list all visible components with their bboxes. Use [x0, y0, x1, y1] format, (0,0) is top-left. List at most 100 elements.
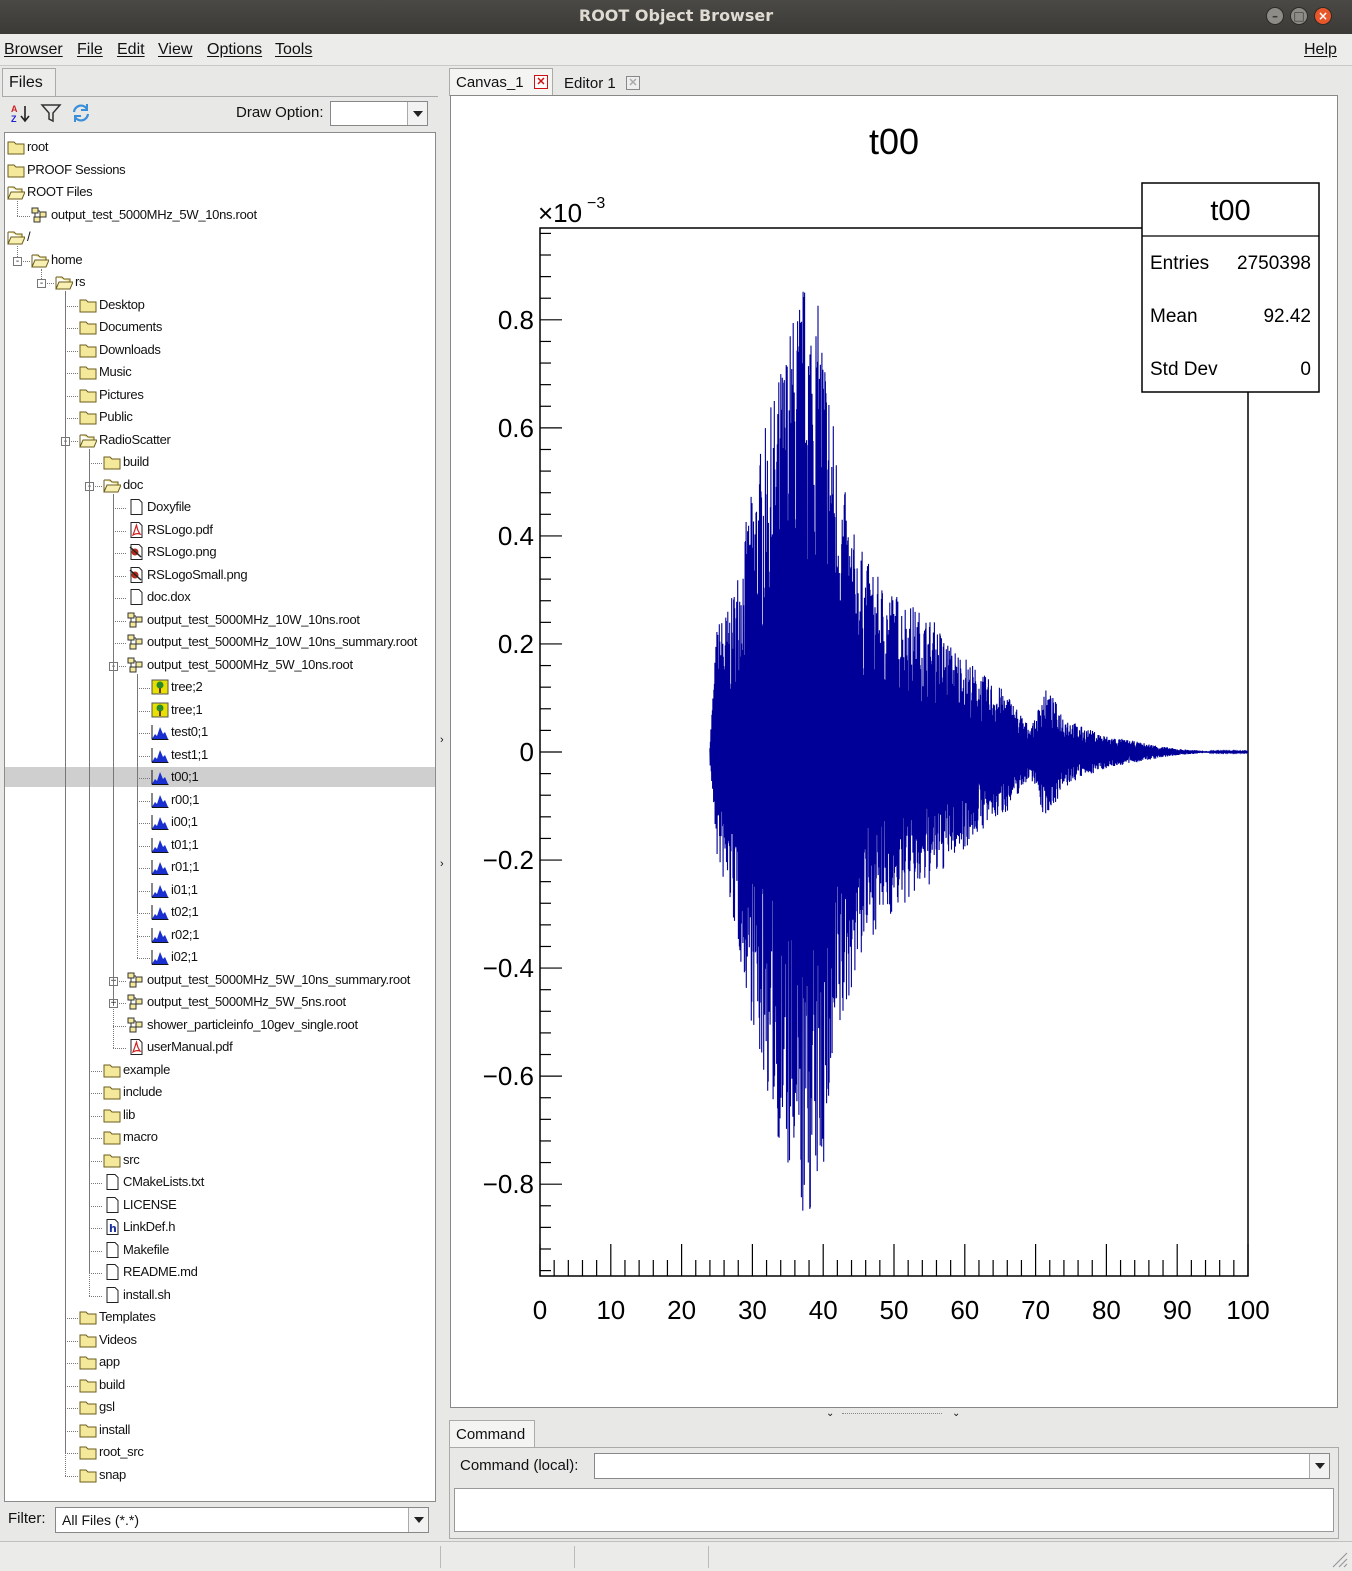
- menu-tools[interactable]: Tools: [275, 41, 313, 58]
- tree-node-label: src: [123, 1151, 140, 1167]
- splitter-grip[interactable]: [842, 1413, 942, 1414]
- file-tree: root PROOF Sessions ROOT Files output_test_…: [4, 132, 436, 1502]
- histogram-plot[interactable]: t00 ×10 −3 0.8 0.6 0.4 0.2 0 −0.2 −0.4 −0.6 −0.8 0 10…: [451, 96, 1337, 1407]
- tree-node-label: i01;1: [171, 881, 198, 897]
- horizontal-splitter[interactable]: ⌄ ⌄: [826, 1408, 962, 1420]
- y-tick-label: 0: [520, 737, 534, 767]
- command-output[interactable]: [454, 1488, 1334, 1532]
- splitter-down-icon[interactable]: ⌄: [826, 1408, 835, 1419]
- histo-icon: [151, 792, 169, 808]
- tab-files[interactable]: Files: [2, 68, 56, 96]
- stats-value: 92.42: [1263, 306, 1311, 327]
- menu-view[interactable]: View: [158, 41, 193, 58]
- maximize-icon[interactable]: □: [1290, 7, 1308, 25]
- tree-node[interactable]: t00;1: [5, 767, 435, 787]
- folder-icon: [79, 297, 97, 313]
- menu-bar: Browser File Edit View Options Tools Hel…: [0, 34, 1352, 66]
- tab-canvas-1[interactable]: Canvas_1 ✕: [449, 68, 553, 96]
- tree-node-label: app: [99, 1354, 120, 1369]
- tree-node-label: Templates: [99, 1309, 156, 1324]
- folder-icon: [79, 387, 97, 403]
- tree-node-label: include: [123, 1084, 163, 1099]
- minimize-icon[interactable]: –: [1266, 7, 1284, 25]
- tree-connector: [65, 440, 78, 442]
- x-tick-label: 90: [1163, 1295, 1192, 1325]
- splitter-down-icon[interactable]: ⌄: [952, 1408, 961, 1419]
- filter-value: All Files (*.*): [62, 1512, 140, 1528]
- resize-grip-icon[interactable]: [1330, 1550, 1348, 1568]
- tree-connector: [113, 665, 126, 667]
- tree-node-label: build: [123, 454, 149, 469]
- root-file-icon: [127, 1017, 145, 1033]
- tree-node-label: tree;1: [171, 701, 203, 717]
- tree-connector: [113, 1048, 126, 1049]
- stats-label: Mean: [1150, 306, 1198, 327]
- command-panel: Command (local):: [449, 1447, 1339, 1539]
- collapse-icon[interactable]: -: [13, 256, 22, 266]
- folder-icon: [79, 1467, 97, 1483]
- tree-connector: [89, 1205, 102, 1207]
- folder-icon: [79, 409, 97, 425]
- tab-command[interactable]: Command: [449, 1420, 535, 1448]
- tab-editor-1[interactable]: Editor 1 ✕: [558, 70, 648, 98]
- menu-edit[interactable]: Edit: [117, 41, 145, 58]
- close-tab-icon[interactable]: ✕: [534, 75, 548, 89]
- refresh-icon[interactable]: [70, 102, 92, 124]
- tree-connector: [113, 508, 126, 509]
- tree-node-label: r01;1: [171, 859, 200, 874]
- filter-icon[interactable]: [40, 102, 62, 124]
- plot-canvas[interactable]: t00 ×10 −3 0.8 0.6 0.4 0.2 0 −0.2 −0.4 −0.6 −0.8 0 10…: [450, 95, 1338, 1408]
- tree-node-label: Downloads: [99, 341, 161, 357]
- splitter-arrow-icon[interactable]: ›: [440, 858, 444, 870]
- doc-icon: [103, 1264, 121, 1280]
- svg-text:h: h: [109, 1222, 117, 1235]
- tab-divider: [2, 96, 438, 97]
- menu-file[interactable]: File: [77, 41, 103, 58]
- tree-node-label: CMakeLists.txt: [123, 1174, 205, 1189]
- close-tab-icon[interactable]: ✕: [626, 76, 640, 90]
- splitter-arrow-icon[interactable]: ›: [440, 734, 444, 746]
- sort-icon[interactable]: A Z: [10, 102, 34, 126]
- tree-connector: [65, 328, 78, 329]
- filter-select[interactable]: All Files (*.*): [55, 1507, 429, 1533]
- x-tick-label: 20: [667, 1295, 696, 1325]
- draw-option-select[interactable]: [330, 101, 428, 126]
- tree-connector: [41, 283, 54, 284]
- chevron-down-icon[interactable]: [408, 1508, 428, 1532]
- status-bar: [0, 1541, 1352, 1571]
- tree-node-label: output_test_5000MHz_5W_10ns_summary.root: [147, 971, 411, 987]
- tab-canvas-1-label: Canvas_1: [456, 74, 524, 91]
- histogram-trace: [709, 291, 1249, 1211]
- tree-node-label: output_test_5000MHz_5W_10ns.root: [147, 656, 353, 672]
- y-tick-label: 0.4: [498, 521, 534, 551]
- tree-connector: [137, 710, 150, 712]
- tree-node-label: userManual.pdf: [147, 1039, 233, 1054]
- command-input[interactable]: [594, 1453, 1330, 1479]
- tree-node-label: doc.dox: [147, 589, 191, 604]
- vertical-splitter[interactable]: › ›: [440, 66, 448, 1541]
- folder-icon: [103, 1152, 121, 1168]
- chevron-down-icon[interactable]: [1309, 1454, 1329, 1478]
- collapse-icon[interactable]: -: [37, 279, 46, 289]
- tree-connector: [137, 800, 150, 802]
- tree-node-label: ROOT Files: [27, 184, 93, 199]
- folder-icon: [79, 1422, 97, 1438]
- chevron-down-icon[interactable]: [407, 102, 427, 125]
- close-icon[interactable]: ×: [1314, 7, 1332, 25]
- root-file-icon: [127, 657, 145, 673]
- pdf-icon: [127, 1039, 145, 1055]
- folder-icon: [79, 1444, 97, 1460]
- folder-open-icon: [103, 477, 122, 493]
- menu-options[interactable]: Options: [207, 41, 263, 58]
- menu-help[interactable]: Help: [1304, 41, 1337, 58]
- histo-icon: [151, 724, 169, 740]
- tree-node-label: Pictures: [99, 386, 144, 402]
- tree-connector: [65, 1430, 78, 1432]
- menu-browser[interactable]: Browser: [4, 41, 63, 58]
- tree-node-label: PROOF Sessions: [27, 161, 126, 177]
- tree-node-label: output_test_5000MHz_5W_10ns.root: [51, 206, 257, 222]
- tree-node-label: RSLogo.pdf: [147, 521, 213, 537]
- tree-connector: [137, 890, 150, 892]
- folder-open-icon: [7, 229, 26, 245]
- stats-label: Entries: [1150, 253, 1209, 274]
